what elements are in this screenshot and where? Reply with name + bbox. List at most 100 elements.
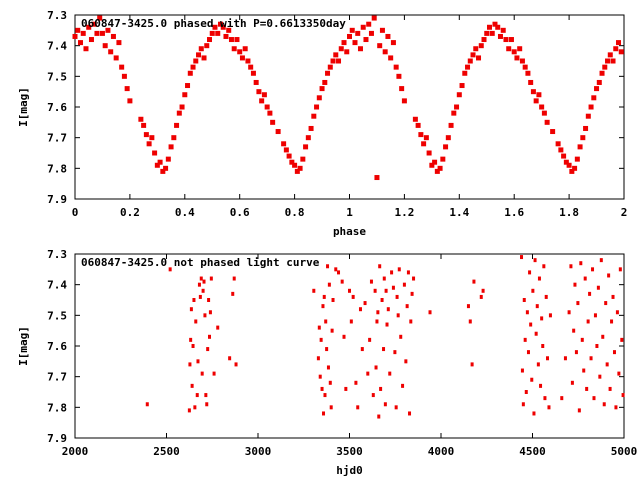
data-point bbox=[610, 319, 614, 324]
data-point bbox=[174, 122, 180, 128]
data-point bbox=[616, 40, 622, 46]
data-point bbox=[336, 58, 342, 64]
data-point bbox=[544, 294, 548, 299]
data-point bbox=[526, 350, 530, 355]
data-point bbox=[532, 411, 536, 416]
data-point bbox=[366, 21, 372, 27]
data-point bbox=[204, 43, 210, 49]
data-point bbox=[358, 307, 362, 312]
data-point bbox=[239, 55, 245, 61]
data-point bbox=[401, 383, 405, 388]
data-point bbox=[330, 328, 334, 333]
data-point bbox=[462, 70, 468, 76]
data-point bbox=[396, 313, 400, 318]
data-point bbox=[572, 328, 576, 333]
data-point bbox=[275, 129, 281, 135]
phased-light-curve-plot: 0 0.2 0.4 0.6 0.8 1 1.2 1.4 1.6 1.8 2 7.3 7.4 7.5 7.6 7… bbox=[17, 9, 627, 238]
data-point bbox=[537, 276, 541, 281]
data-point bbox=[207, 37, 213, 43]
data-point bbox=[388, 55, 394, 61]
data-point bbox=[168, 267, 172, 272]
data-point bbox=[119, 64, 125, 70]
data-point bbox=[558, 147, 564, 153]
data-point bbox=[80, 30, 86, 36]
data-point bbox=[396, 73, 402, 79]
data-point bbox=[182, 92, 188, 98]
data-point bbox=[544, 119, 550, 125]
data-point bbox=[199, 276, 203, 281]
data-point bbox=[523, 337, 527, 342]
data-point bbox=[379, 27, 385, 33]
data-point bbox=[386, 307, 390, 312]
x-tick-label: 2 bbox=[621, 206, 628, 219]
data-point bbox=[615, 310, 619, 315]
data-point bbox=[351, 294, 355, 299]
data-point bbox=[602, 402, 606, 407]
data-point bbox=[605, 362, 609, 367]
data-point bbox=[382, 276, 386, 281]
y-tick-label: 7.6 bbox=[47, 340, 67, 353]
data-point bbox=[434, 168, 440, 174]
y-tick-label: 7.5 bbox=[47, 309, 67, 322]
data-point bbox=[206, 347, 210, 352]
data-point bbox=[209, 276, 213, 281]
data-point bbox=[308, 125, 314, 131]
data-point bbox=[580, 135, 586, 141]
data-point bbox=[168, 144, 174, 150]
data-point bbox=[576, 301, 580, 306]
data-point bbox=[492, 21, 498, 27]
data-point bbox=[368, 30, 374, 36]
data-point bbox=[531, 288, 535, 293]
data-point bbox=[340, 279, 344, 284]
x-tick-label: 1.8 bbox=[559, 206, 579, 219]
data-point bbox=[539, 383, 543, 388]
data-point bbox=[289, 159, 295, 165]
data-point bbox=[546, 356, 550, 361]
data-point bbox=[467, 58, 473, 64]
plot-title: 060847-3425.0 phased with P=0.6613350day bbox=[81, 17, 346, 30]
data-point bbox=[341, 40, 347, 46]
data-point bbox=[604, 301, 608, 306]
y-tick-label: 7.8 bbox=[47, 162, 67, 175]
data-point bbox=[577, 408, 581, 413]
data-point bbox=[588, 104, 594, 110]
data-point bbox=[253, 79, 259, 85]
data-point bbox=[459, 83, 465, 89]
data-point bbox=[94, 30, 100, 36]
data-point bbox=[195, 393, 199, 398]
data-point bbox=[567, 310, 571, 315]
data-point bbox=[541, 110, 547, 116]
data-point bbox=[300, 156, 306, 162]
data-point bbox=[232, 276, 236, 281]
data-point bbox=[481, 288, 485, 293]
data-point bbox=[390, 270, 394, 275]
data-point bbox=[99, 30, 105, 36]
data-point bbox=[535, 304, 539, 309]
plot-title: 060847-3425.0 not phased light curve bbox=[81, 256, 320, 269]
data-point bbox=[390, 40, 396, 46]
data-point bbox=[595, 344, 599, 348]
data-point bbox=[621, 393, 625, 398]
data-point bbox=[319, 337, 323, 342]
data-point bbox=[585, 113, 591, 119]
y-tick-label: 7.4 bbox=[47, 279, 67, 292]
data-point bbox=[374, 365, 378, 370]
data-point bbox=[618, 267, 622, 272]
data-point bbox=[303, 144, 309, 150]
data-point bbox=[577, 144, 583, 150]
data-point bbox=[550, 129, 556, 135]
data-point bbox=[245, 58, 251, 64]
data-point bbox=[217, 21, 223, 27]
data-point bbox=[331, 298, 335, 302]
data-point bbox=[208, 310, 212, 315]
data-point bbox=[377, 43, 383, 49]
data-point bbox=[610, 58, 616, 64]
data-point bbox=[377, 414, 381, 419]
data-point bbox=[354, 380, 358, 385]
data-point bbox=[536, 92, 542, 98]
data-point bbox=[369, 279, 373, 284]
data-point bbox=[605, 58, 611, 64]
data-point bbox=[344, 386, 348, 391]
data-point bbox=[363, 37, 369, 43]
data-point bbox=[466, 304, 470, 309]
